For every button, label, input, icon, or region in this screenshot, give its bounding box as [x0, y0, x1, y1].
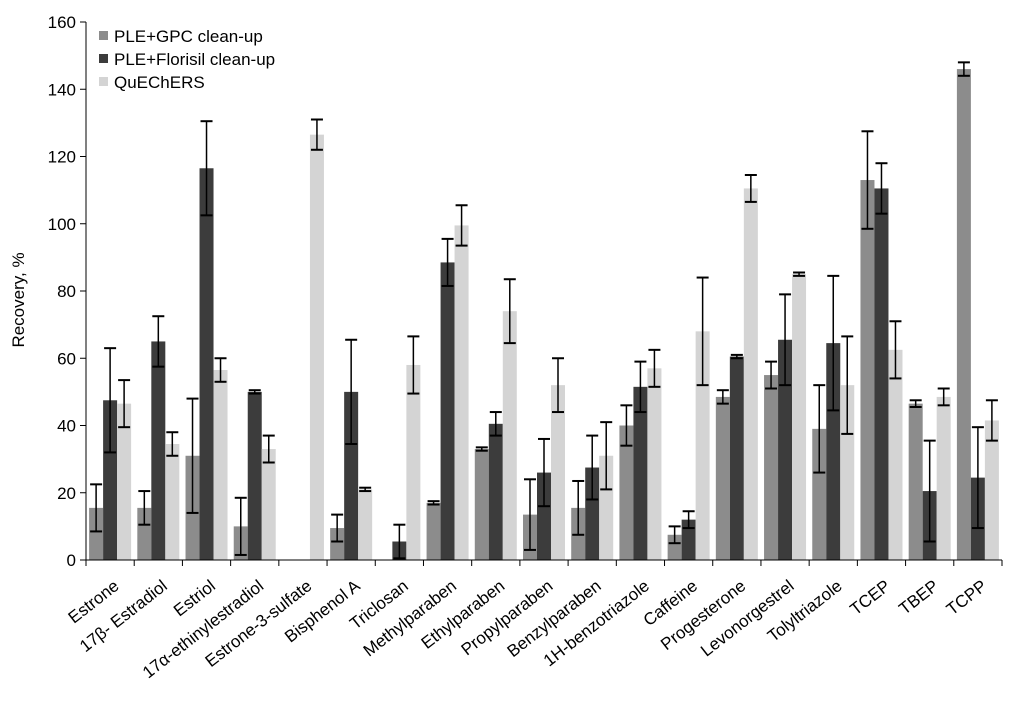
bar	[358, 489, 373, 560]
bar	[502, 311, 517, 560]
bar	[309, 134, 324, 561]
bar	[812, 428, 827, 560]
bar	[247, 391, 262, 560]
bar	[743, 188, 758, 560]
bar	[117, 403, 132, 560]
bar	[826, 343, 841, 560]
y-tick-label: 20	[57, 484, 76, 503]
bar	[261, 449, 276, 560]
bar	[695, 331, 710, 560]
bar	[344, 391, 359, 560]
bar	[778, 339, 793, 560]
bar	[936, 396, 951, 560]
bar	[537, 472, 551, 560]
bar	[137, 507, 152, 560]
bar	[956, 69, 971, 560]
y-tick-label: 0	[67, 551, 76, 570]
error-bars	[90, 61, 998, 560]
y-tick-label: 160	[48, 13, 76, 32]
category-label: TBEP	[895, 576, 942, 618]
bar	[599, 455, 614, 560]
bar	[681, 519, 696, 560]
bar	[426, 502, 441, 560]
bar	[89, 507, 104, 560]
y-tick-label: 60	[57, 349, 76, 368]
bar-groups	[89, 69, 999, 561]
bar	[667, 534, 682, 560]
bar	[647, 368, 662, 560]
legend-label: PLE+GPC clean-up	[114, 27, 263, 46]
category-label: TCPP	[943, 576, 990, 619]
bar	[619, 425, 634, 560]
bar	[860, 180, 875, 560]
bar	[792, 274, 807, 560]
bar	[474, 449, 489, 560]
legend-label: PLE+Florisil clean-up	[114, 50, 275, 69]
bar	[715, 396, 730, 560]
bar	[406, 364, 421, 560]
bar	[585, 467, 600, 560]
bar	[551, 385, 565, 560]
y-tick-label: 140	[48, 80, 76, 99]
legend-swatch	[99, 54, 108, 63]
bar	[440, 262, 455, 560]
bar	[165, 443, 180, 560]
bar	[454, 225, 469, 560]
y-axis: 0 20 40 60 80 100 120 140 160	[48, 13, 87, 570]
y-tick-label: 40	[57, 417, 76, 436]
y-tick-label: 80	[57, 282, 76, 301]
bar	[908, 403, 923, 560]
bar	[729, 356, 744, 560]
bar	[103, 400, 118, 560]
bar	[151, 341, 166, 560]
bar	[984, 420, 999, 560]
bar	[874, 188, 889, 560]
bar	[199, 168, 214, 561]
category-label: TCEP	[847, 576, 894, 619]
y-axis-title: Recovery, %	[9, 252, 28, 347]
bar	[888, 349, 903, 560]
bar	[764, 375, 779, 560]
bar	[330, 528, 345, 560]
y-tick-label: 100	[48, 215, 76, 234]
bar	[633, 386, 648, 560]
bar	[488, 423, 503, 560]
legend: PLE+GPC clean-up PLE+Florisil clean-up QuE…	[99, 27, 275, 92]
bar	[213, 370, 228, 560]
legend-swatch	[99, 31, 108, 40]
legend-swatch	[99, 77, 108, 86]
legend-label: QuEChERS	[114, 73, 205, 92]
bar	[840, 385, 855, 560]
y-tick-label: 120	[48, 148, 76, 167]
